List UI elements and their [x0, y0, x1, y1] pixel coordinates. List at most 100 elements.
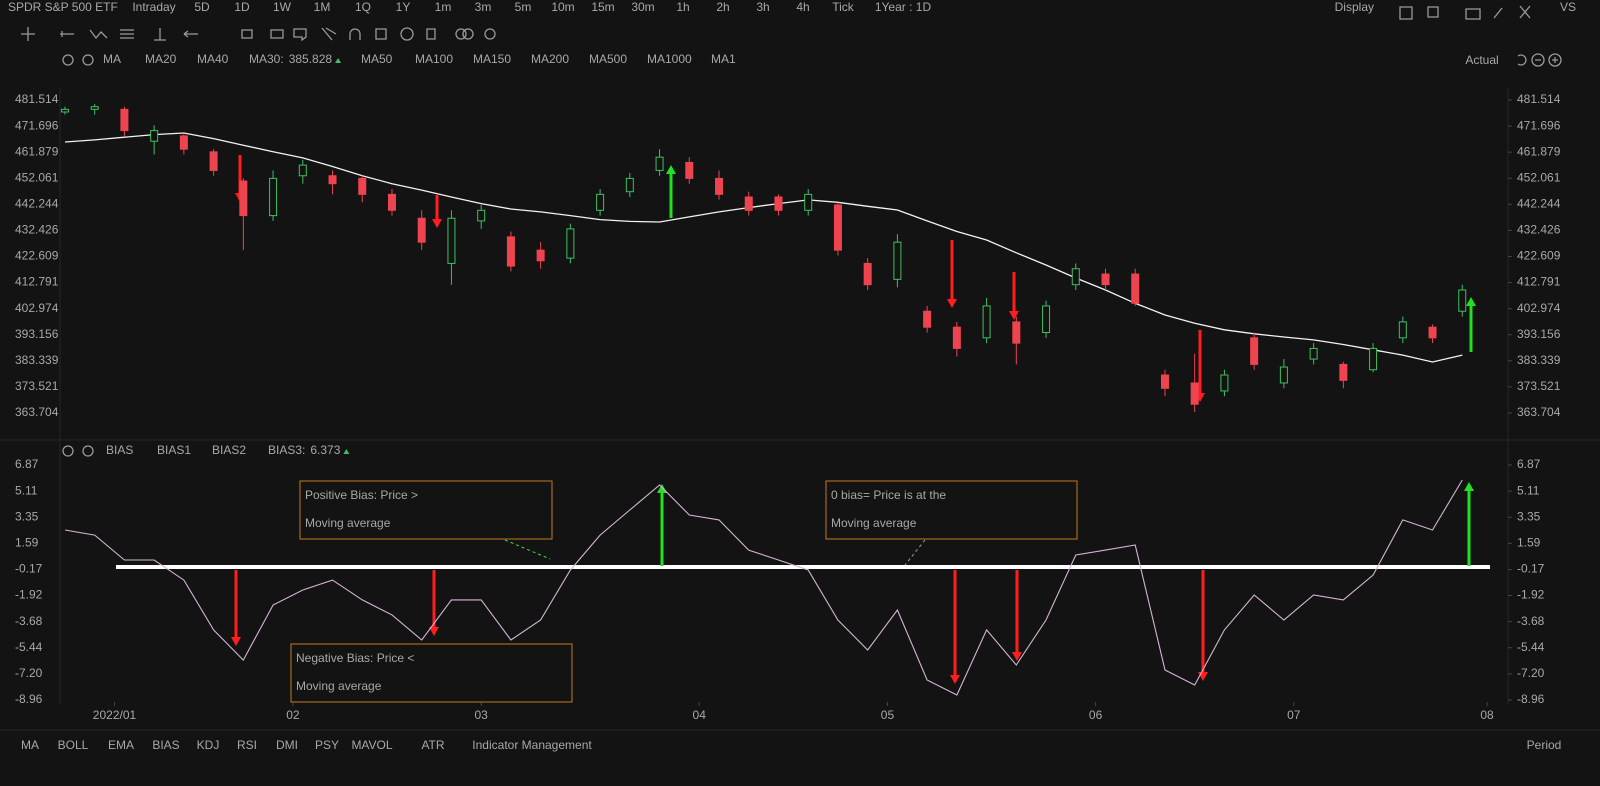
- candle-body: [863, 262, 872, 286]
- x-tick-label: 03: [474, 708, 488, 722]
- indicator-tab[interactable]: ATR: [421, 738, 444, 752]
- x-tick-label: 05: [881, 708, 895, 722]
- drawing-tools[interactable]: [21, 27, 496, 42]
- period-tab[interactable]: 1Q: [355, 0, 371, 14]
- x-tick-label: 06: [1089, 708, 1103, 722]
- indicator-tab[interactable]: PSY: [315, 738, 339, 752]
- period-tab[interactable]: 1h: [676, 0, 689, 14]
- candle-body: [120, 108, 129, 132]
- y-tick-label: 481.514: [1517, 92, 1561, 106]
- y-tick-label: -5.44: [1517, 640, 1545, 654]
- x-tick-label: 02: [286, 708, 300, 722]
- period-tab[interactable]: Intraday: [132, 0, 175, 14]
- y-tick-label: 373.521: [1517, 379, 1561, 393]
- candle-body: [1369, 347, 1378, 371]
- candle-body: [387, 193, 396, 211]
- y-tick-label: -3.68: [15, 614, 43, 628]
- candle-body: [923, 310, 932, 328]
- candle-body: [60, 108, 69, 113]
- y-tick-label: 442.244: [15, 196, 59, 210]
- y-tick-label: -8.96: [15, 692, 43, 706]
- period-tab[interactable]: 1m: [435, 0, 452, 14]
- indicator-tab[interactable]: MA: [21, 738, 39, 752]
- candle-body: [209, 151, 218, 171]
- period-tab[interactable]: 30m: [631, 0, 654, 14]
- period-tab[interactable]: 1Year : 1D: [875, 0, 932, 14]
- period-tab[interactable]: 10m: [551, 0, 574, 14]
- indicator-tab[interactable]: BOLL: [58, 738, 89, 752]
- candle-body: [328, 175, 337, 185]
- period-tab[interactable]: 4h: [796, 0, 809, 14]
- x-tick-label: 04: [693, 708, 707, 722]
- y-tick-label: 6.87: [1517, 457, 1541, 471]
- indicator-tab[interactable]: MAVOL: [351, 738, 392, 752]
- legend-entry: MA1000: [647, 52, 692, 66]
- indicator-tab[interactable]: RSI: [237, 738, 257, 752]
- y-tick-label: 1.59: [15, 536, 39, 550]
- y-tick-label: 432.426: [15, 223, 59, 237]
- settings-icons[interactable]: [62, 5, 1562, 457]
- period-tab[interactable]: 1M: [314, 0, 331, 14]
- legend-entry: MA500: [589, 52, 627, 66]
- y-tick-label: -0.17: [1517, 562, 1545, 576]
- y-tick-label: 6.87: [15, 457, 39, 471]
- candle-body: [1398, 321, 1407, 339]
- arrow-head: [432, 219, 442, 228]
- display-menu[interactable]: Display: [1335, 0, 1374, 14]
- legend-entry: BIAS2: [212, 443, 246, 457]
- indicator-tab[interactable]: Indicator Management: [472, 738, 592, 752]
- legend-value: 385.828: [289, 52, 333, 66]
- y-tick-label: 363.704: [1517, 405, 1561, 419]
- y-tick-label: 461.879: [1517, 144, 1561, 158]
- y-tick-label: 1.59: [1517, 536, 1541, 550]
- candle-body: [1339, 363, 1348, 381]
- price-mode[interactable]: Actual: [1465, 53, 1498, 67]
- candle-body: [447, 217, 456, 264]
- candle-body: [1012, 321, 1021, 344]
- y-tick-label: 442.244: [1517, 196, 1561, 210]
- period-tab[interactable]: 2h: [716, 0, 729, 14]
- period-tab[interactable]: 1Y: [396, 0, 411, 14]
- period-tab[interactable]: Tick: [832, 0, 855, 14]
- candle-body: [536, 249, 545, 262]
- y-tick-label: 422.609: [1517, 249, 1561, 263]
- candle-body: [655, 156, 664, 171]
- indicator-tab[interactable]: BIAS: [152, 738, 179, 752]
- candle-body: [506, 236, 515, 267]
- indicator-name[interactable]: BIAS: [106, 443, 133, 457]
- period-tab[interactable]: 15m: [591, 0, 614, 14]
- candle-body: [1250, 337, 1259, 365]
- annotation-text: 0 bias= Price is at the: [831, 488, 946, 502]
- x-tick-label: 2022/01: [93, 708, 137, 722]
- candle-body: [269, 177, 278, 217]
- arrow-head: [947, 299, 957, 308]
- indicator-tab[interactable]: EMA: [108, 738, 134, 752]
- indicator-tab[interactable]: DMI: [276, 738, 298, 752]
- candle-body: [1220, 374, 1229, 392]
- period-label[interactable]: Period: [1527, 738, 1562, 752]
- period-tab[interactable]: 5D: [194, 0, 210, 14]
- period-tab[interactable]: 1W: [273, 0, 292, 14]
- candle-body: [1279, 366, 1288, 384]
- indicator-tab[interactable]: KDJ: [197, 738, 220, 752]
- y-tick-label: 412.791: [15, 275, 59, 289]
- compare-button[interactable]: VS: [1560, 0, 1576, 14]
- candle-body: [1309, 347, 1318, 360]
- period-tab[interactable]: 3h: [756, 0, 769, 14]
- symbol-name[interactable]: SPDR S&P 500 ETF: [8, 0, 118, 14]
- period-tab[interactable]: 5m: [515, 0, 532, 14]
- candle-body: [150, 130, 159, 142]
- legend-value: 6.373: [310, 443, 340, 457]
- x-tick-label: 08: [1480, 708, 1494, 722]
- legend-entry: MA150: [473, 52, 511, 66]
- y-tick-label: -5.44: [15, 640, 43, 654]
- period-tab[interactable]: 1D: [234, 0, 250, 14]
- annotation-shapes: [504, 539, 926, 566]
- indicator-name[interactable]: MA: [103, 52, 121, 66]
- candle-body: [1071, 268, 1080, 286]
- arrow-head: [1466, 297, 1476, 306]
- candle-body: [1042, 305, 1051, 333]
- y-tick-label: 452.061: [1517, 170, 1561, 184]
- period-tab[interactable]: 3m: [475, 0, 492, 14]
